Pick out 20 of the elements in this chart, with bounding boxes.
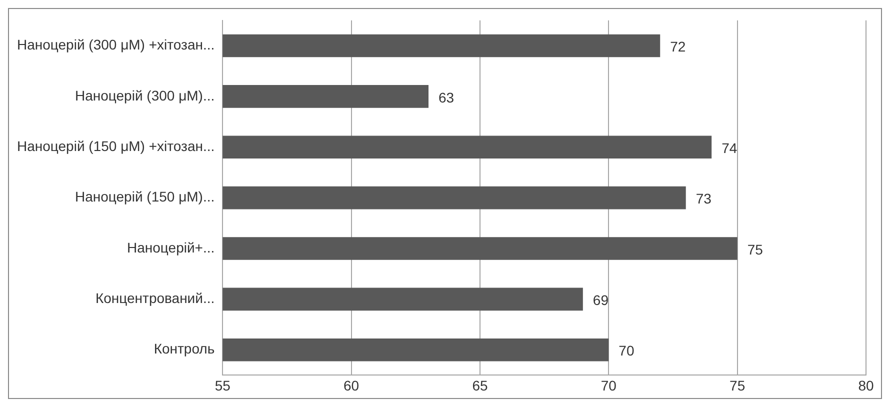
x-tick-label: 65 bbox=[472, 377, 488, 394]
y-tick-label: Наноцерій+... bbox=[127, 239, 215, 256]
x-tick-label: 60 bbox=[344, 377, 360, 394]
y-tick-label: Контроль bbox=[154, 340, 215, 357]
y-tick-label: Наноцерій (150 μM) +хітозан... bbox=[16, 138, 215, 154]
data-label: 63 bbox=[438, 89, 454, 106]
data-label: 70 bbox=[618, 342, 634, 359]
x-tick-label: 80 bbox=[858, 377, 874, 394]
x-tick-label: 75 bbox=[730, 377, 746, 394]
y-tick-label: Наноцерій (300 μM)... bbox=[74, 87, 215, 104]
y-tick-label: Концентрований... bbox=[95, 290, 215, 306]
data-label: 72 bbox=[670, 38, 686, 55]
x-tick-label: 70 bbox=[600, 377, 617, 394]
data-label: 75 bbox=[747, 241, 764, 258]
y-tick-label: Наноцерій (300 μM) +хітозан... bbox=[16, 36, 215, 53]
data-label: 73 bbox=[696, 190, 712, 207]
x-tick-label: 55 bbox=[214, 377, 231, 394]
data-label: 69 bbox=[592, 292, 609, 308]
data-label: 74 bbox=[722, 140, 738, 156]
y-tick-label: Наноцерій (150 μM)... bbox=[74, 188, 215, 205]
